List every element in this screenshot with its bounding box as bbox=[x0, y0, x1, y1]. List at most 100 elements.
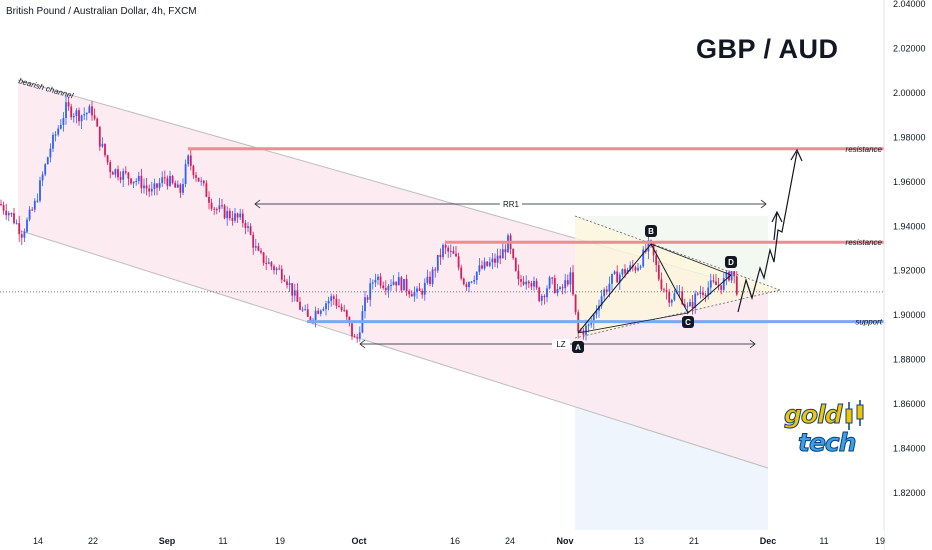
candle-up bbox=[83, 107, 86, 120]
candle-down bbox=[481, 260, 483, 270]
candle-up bbox=[200, 177, 203, 186]
candle-down bbox=[665, 283, 668, 300]
candle-up bbox=[725, 270, 728, 286]
candle-down bbox=[104, 143, 106, 158]
svg-text:C: C bbox=[685, 318, 691, 327]
candle-down bbox=[78, 107, 80, 126]
candle-up bbox=[176, 180, 179, 188]
logo-word-tech: tech bbox=[798, 428, 858, 458]
candle-down bbox=[117, 165, 119, 181]
candle-down bbox=[715, 273, 717, 286]
candle-up bbox=[699, 285, 702, 299]
candle-down bbox=[286, 279, 288, 289]
candle-up bbox=[80, 114, 83, 129]
price-tick-label: 2.02000 bbox=[893, 43, 926, 53]
candle-up bbox=[62, 112, 65, 132]
candle-down bbox=[382, 281, 385, 290]
candle-down bbox=[605, 285, 608, 295]
svg-text:D: D bbox=[728, 258, 734, 267]
candle-up bbox=[254, 238, 257, 252]
lz-range-arrow: LZ bbox=[359, 339, 756, 349]
price-tick-label: 1.94000 bbox=[893, 221, 926, 231]
time-tick-label: 14 bbox=[33, 536, 43, 546]
candle-up bbox=[143, 178, 145, 194]
time-tick-label: Oct bbox=[351, 536, 366, 546]
candle-down bbox=[20, 230, 23, 246]
price-axis[interactable] bbox=[884, 0, 932, 550]
time-tick-label: 11 bbox=[819, 536, 828, 546]
candle-up bbox=[390, 279, 392, 291]
point-a-marker: A bbox=[572, 341, 584, 353]
candle-up bbox=[54, 131, 57, 142]
point-d-marker: D bbox=[725, 256, 737, 268]
candle-up bbox=[267, 258, 270, 265]
candle-down bbox=[462, 277, 465, 286]
candle-down bbox=[566, 274, 569, 287]
candle-down bbox=[109, 159, 112, 179]
time-axis[interactable] bbox=[0, 530, 884, 550]
candle-up bbox=[642, 246, 645, 268]
candle-up bbox=[449, 244, 452, 258]
rr1-range-arrow: RR1 bbox=[254, 199, 767, 209]
candle-up bbox=[694, 290, 697, 314]
candle-up bbox=[546, 285, 548, 303]
candle-down bbox=[356, 333, 359, 343]
goldtech-logo: gold tech bbox=[782, 398, 872, 464]
candle-down bbox=[712, 274, 715, 284]
price-tick-label: 1.98000 bbox=[893, 132, 926, 142]
level-label-resistance: resistance bbox=[846, 238, 883, 247]
candle-up bbox=[85, 112, 88, 121]
candle-up bbox=[364, 291, 366, 319]
candle-down bbox=[691, 294, 694, 315]
candle-down bbox=[124, 166, 127, 175]
candle-down bbox=[306, 303, 309, 317]
candle-down bbox=[317, 308, 320, 315]
candle-down bbox=[202, 179, 205, 187]
candle-down bbox=[241, 209, 244, 228]
candlestick-series bbox=[0, 95, 738, 343]
candle-down bbox=[163, 170, 166, 184]
candle-down bbox=[67, 97, 70, 111]
candle-down bbox=[434, 267, 437, 278]
candle-down bbox=[106, 154, 109, 166]
candle-down bbox=[223, 204, 226, 220]
candle-up bbox=[59, 119, 62, 130]
candle-up bbox=[491, 253, 494, 270]
candle-down bbox=[530, 280, 533, 290]
candle-down bbox=[257, 242, 260, 252]
candle-up bbox=[158, 178, 161, 191]
triangle-bottom-line bbox=[574, 289, 781, 339]
candle-down bbox=[265, 255, 268, 271]
candle-up bbox=[431, 266, 434, 287]
candle-down bbox=[561, 284, 564, 295]
candle-up bbox=[26, 217, 28, 234]
candle-up bbox=[39, 176, 41, 203]
price-tick-label: 2.04000 bbox=[893, 0, 926, 9]
bearish-channel bbox=[18, 80, 768, 468]
candle-down bbox=[215, 207, 218, 215]
candle-down bbox=[345, 309, 348, 321]
candle-up bbox=[49, 143, 52, 163]
triangle-top-line bbox=[574, 215, 781, 291]
candle-up bbox=[611, 273, 613, 291]
candle-down bbox=[366, 294, 369, 303]
candle-down bbox=[439, 248, 442, 265]
candle-down bbox=[119, 171, 122, 184]
candle-down bbox=[410, 290, 413, 297]
candle-up bbox=[7, 210, 10, 222]
candle-down bbox=[527, 280, 530, 289]
candle-down bbox=[228, 208, 231, 221]
candle-down bbox=[696, 291, 699, 296]
candle-up bbox=[488, 257, 491, 268]
candle-down bbox=[156, 182, 158, 196]
candle-down bbox=[231, 210, 234, 226]
candle-down bbox=[148, 184, 151, 197]
candle-down bbox=[5, 203, 8, 220]
candle-up bbox=[618, 272, 621, 290]
candle-up bbox=[371, 279, 374, 290]
candle-up bbox=[468, 281, 470, 293]
candle-up bbox=[322, 306, 325, 312]
price-tick-label: 1.86000 bbox=[893, 399, 926, 409]
candle-down bbox=[197, 177, 200, 182]
